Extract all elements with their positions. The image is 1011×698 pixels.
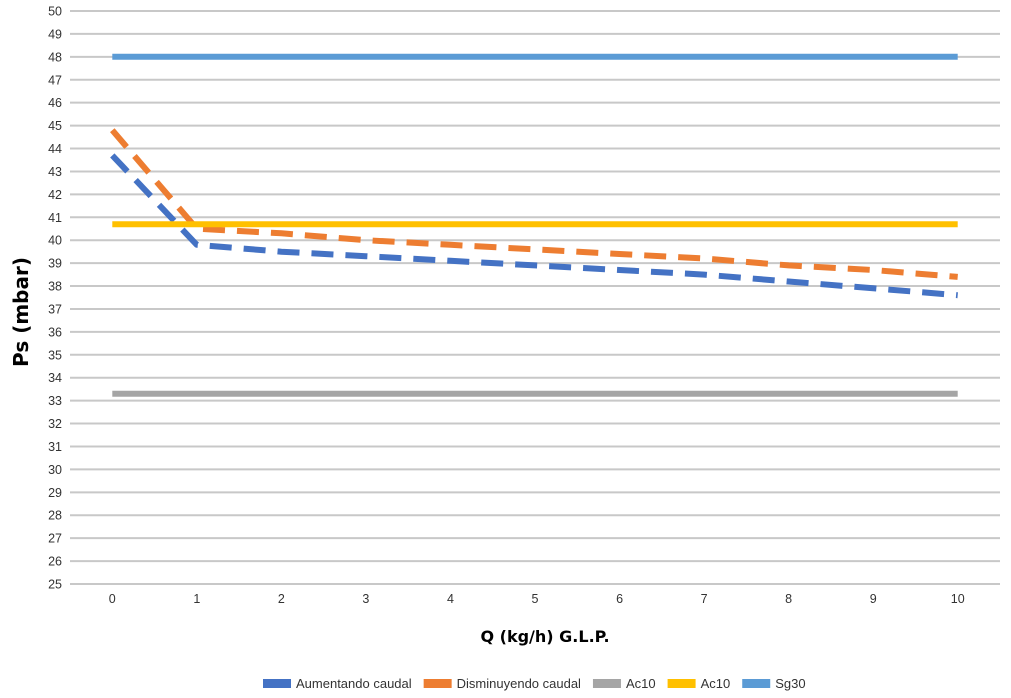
legend-swatch — [667, 679, 696, 688]
x-tick-label: 8 — [785, 592, 792, 606]
y-axis-title: Ps (mbar) — [9, 257, 33, 367]
legend-label: Sg30 — [775, 676, 805, 691]
x-tick-label: 10 — [951, 592, 965, 606]
x-tick-label: 9 — [870, 592, 877, 606]
y-tick-label: 41 — [48, 211, 62, 225]
y-tick-label: 26 — [48, 555, 62, 569]
y-tick-label: 38 — [48, 280, 62, 294]
y-tick-label: 30 — [48, 463, 62, 477]
series-lines — [110, 53, 958, 397]
y-tick-label: 43 — [48, 165, 62, 179]
y-tick-label: 45 — [48, 119, 62, 133]
y-tick-label: 39 — [48, 257, 62, 271]
x-tick-label: 2 — [278, 592, 285, 606]
y-tick-label: 25 — [48, 578, 62, 592]
x-tick-label: 3 — [362, 592, 369, 606]
y-axis-ticks: 25 26 27 28 29 30 31 32 33 34 35 36 37 38 39 40 41 42 43 44… — [48, 5, 62, 592]
legend: Aumentando caudal Disminuyendo caudal Ac10… — [263, 676, 806, 691]
gridlines — [70, 10, 1000, 585]
series-line-1 — [110, 153, 958, 299]
x-axis-ticks: 0 1 2 3 4 5 6 7 8 9 10 — [109, 592, 965, 606]
x-tick-label: 5 — [532, 592, 539, 606]
y-tick-label: 44 — [48, 142, 62, 156]
legend-swatch — [263, 679, 291, 688]
legend-label: Aumentando caudal — [296, 676, 412, 691]
legend-swatch — [742, 679, 771, 688]
legend-swatch — [592, 679, 621, 688]
y-tick-label: 31 — [48, 440, 62, 454]
legend-label: Ac10 — [701, 676, 731, 691]
y-tick-label: 28 — [48, 509, 62, 523]
x-tick-label: 6 — [616, 592, 623, 606]
legend-label: Disminuyendo caudal — [457, 676, 581, 691]
y-tick-label: 32 — [48, 417, 62, 431]
y-tick-label: 36 — [48, 325, 62, 339]
x-axis-title: Q (kg/h) G.L.P. — [480, 627, 609, 646]
y-tick-label: 47 — [48, 73, 62, 87]
x-tick-label: 1 — [193, 592, 200, 606]
y-tick-label: 27 — [48, 532, 62, 546]
y-tick-label: 29 — [48, 486, 62, 500]
y-tick-label: 46 — [48, 96, 62, 110]
y-tick-label: 37 — [48, 302, 62, 316]
y-tick-label: 48 — [48, 50, 62, 64]
y-tick-label: 49 — [48, 27, 62, 41]
series-line-2 — [110, 128, 958, 280]
y-tick-label: 50 — [48, 5, 62, 19]
legend-label: Ac10 — [626, 676, 656, 691]
x-tick-label: 4 — [447, 592, 454, 606]
x-tick-label: 7 — [701, 592, 708, 606]
y-tick-label: 35 — [48, 348, 62, 362]
y-tick-label: 33 — [48, 394, 62, 408]
y-tick-label: 40 — [48, 234, 62, 248]
y-tick-label: 34 — [48, 371, 62, 385]
x-tick-label: 0 — [109, 592, 116, 606]
y-tick-label: 42 — [48, 188, 62, 202]
legend-swatch — [423, 679, 452, 688]
